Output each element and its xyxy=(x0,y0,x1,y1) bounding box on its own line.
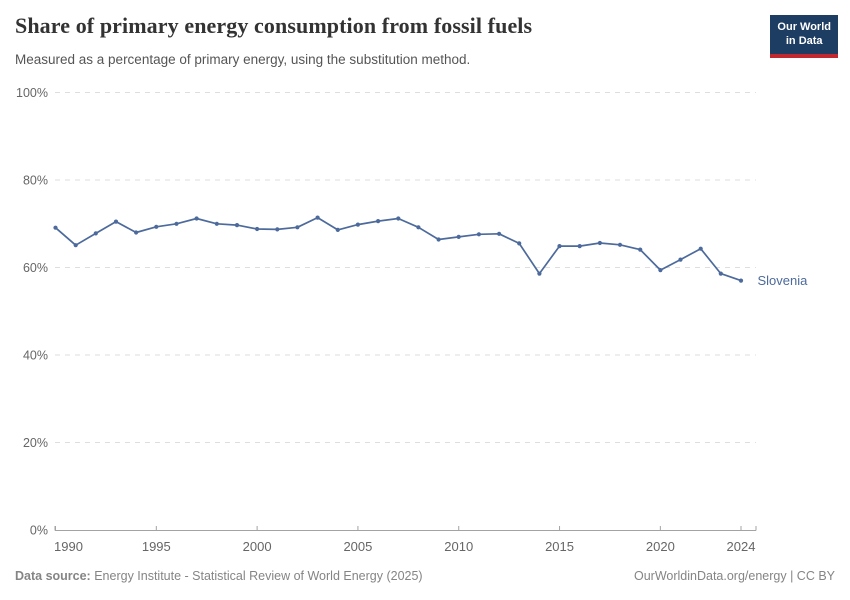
owid-logo: Our World in Data xyxy=(770,15,838,58)
datasource-text: Energy Institute - Statistical Review of… xyxy=(90,569,423,583)
data-point xyxy=(416,225,421,230)
data-point xyxy=(295,225,300,230)
x-tick-label: 2015 xyxy=(545,539,574,554)
y-tick-label: 40% xyxy=(23,349,48,363)
data-point xyxy=(355,222,360,227)
y-tick-label: 0% xyxy=(30,524,48,538)
data-point xyxy=(154,224,159,229)
data-point xyxy=(718,271,723,276)
data-point xyxy=(517,241,522,246)
data-point xyxy=(577,244,582,249)
chart-title: Share of primary energy consumption from… xyxy=(15,13,533,38)
data-point xyxy=(396,216,401,221)
x-tick-label: 2000 xyxy=(243,539,272,554)
x-tick-label: 2010 xyxy=(444,539,473,554)
data-point xyxy=(93,231,98,236)
data-point xyxy=(436,237,441,242)
data-point xyxy=(335,227,340,232)
owid-logo-line2: in Data xyxy=(785,35,823,48)
data-point xyxy=(275,227,280,232)
data-point xyxy=(476,232,481,237)
data-point xyxy=(678,257,683,262)
entity-label: Slovenia xyxy=(758,273,809,288)
y-tick-label: 80% xyxy=(23,174,48,188)
data-point xyxy=(376,219,381,224)
y-tick-label: 20% xyxy=(23,436,48,450)
owid-logo-line1: Our World xyxy=(777,21,831,33)
x-tick-label: 2024 xyxy=(727,539,756,554)
y-tick-label: 60% xyxy=(23,261,48,275)
data-point xyxy=(597,240,603,246)
x-tick-label: 1995 xyxy=(142,539,171,554)
data-point xyxy=(497,231,502,236)
data-point xyxy=(638,247,643,252)
data-point xyxy=(658,268,663,273)
x-tick-label: 2020 xyxy=(646,539,675,554)
data-point xyxy=(315,215,320,220)
data-point xyxy=(194,216,199,221)
data-point xyxy=(738,278,744,283)
footer-datasource: Data source: Energy Institute - Statisti… xyxy=(15,569,423,583)
data-point xyxy=(537,271,542,276)
data-point xyxy=(617,242,623,247)
x-tick-label: 1990 xyxy=(54,539,83,554)
data-point xyxy=(214,221,219,226)
y-tick-label: 100% xyxy=(16,86,48,100)
data-point xyxy=(698,246,703,251)
x-tick-label: 2005 xyxy=(343,539,372,554)
data-point xyxy=(73,243,78,248)
data-point xyxy=(557,244,562,249)
data-point xyxy=(134,230,139,235)
footer-credit: OurWorldinData.org/energy | CC BY xyxy=(633,569,835,583)
data-point xyxy=(174,221,179,226)
chart-subtitle: Measured as a percentage of primary ener… xyxy=(15,52,471,67)
data-point xyxy=(234,223,240,228)
datasource-label: Data source: xyxy=(15,569,91,583)
data-point xyxy=(456,234,461,239)
data-point xyxy=(53,225,58,230)
data-point xyxy=(113,219,119,224)
data-point xyxy=(255,226,260,232)
